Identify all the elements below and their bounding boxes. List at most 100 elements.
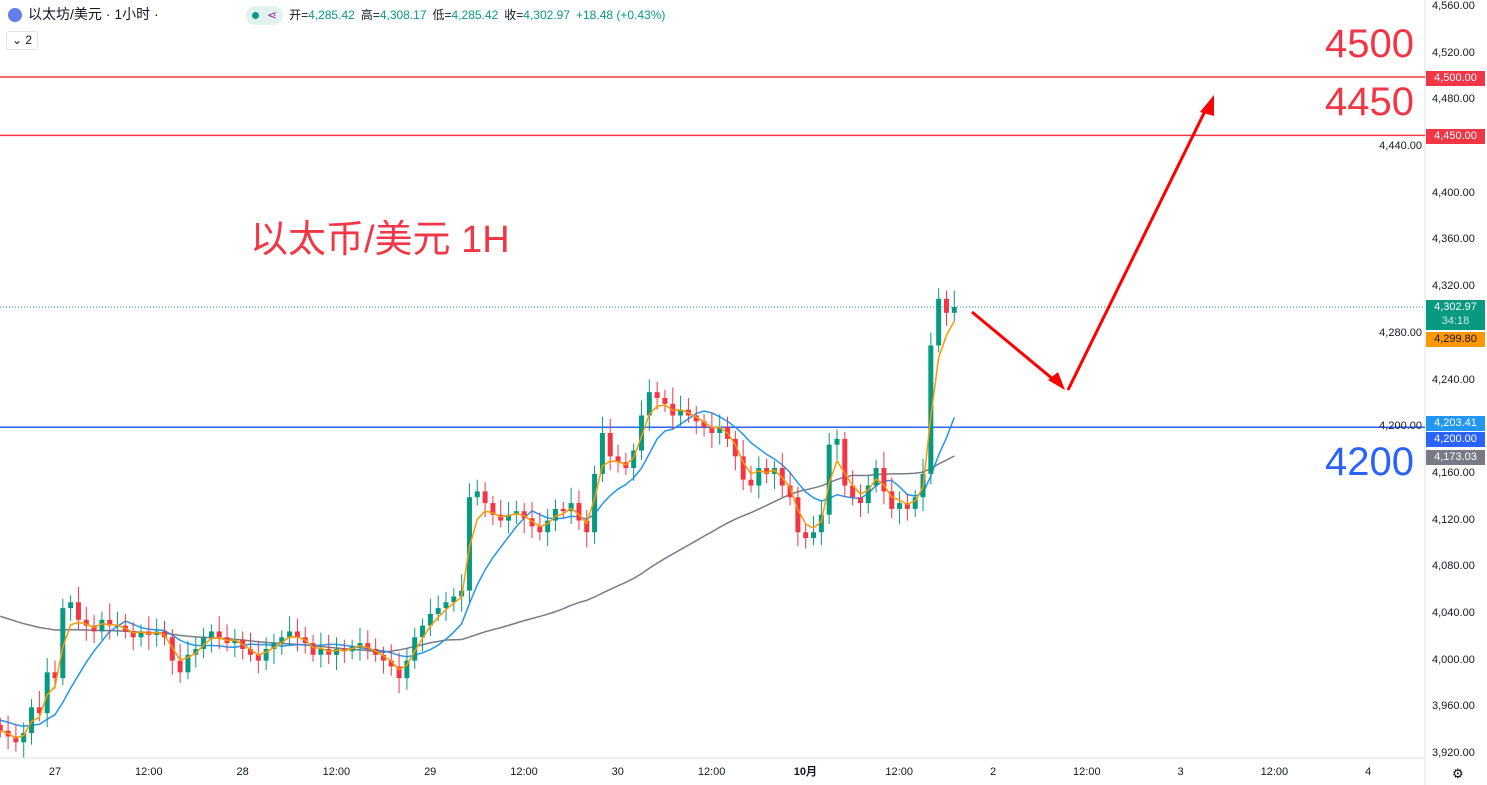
candle-body: [404, 660, 410, 679]
ethereum-icon: [8, 7, 22, 22]
x-tick-label: 4: [1365, 766, 1372, 778]
y-tick-label: 4,560.00: [1432, 0, 1475, 12]
symbol-header[interactable]: 以太坊/美元 · 1小时 ·: [8, 6, 159, 23]
candle-body: [897, 503, 903, 509]
candle-body: [717, 427, 723, 434]
y-tick-label: 4,480.00: [1432, 93, 1475, 106]
ma-slow-tag: 4,173.03: [1426, 450, 1485, 465]
tag-4200: 4,200.00: [1426, 432, 1485, 447]
bar-countdown: 34:18: [1441, 315, 1470, 327]
share-icon: ⋖: [267, 8, 278, 22]
x-tick-label: 10月: [793, 766, 818, 778]
candle-body: [99, 619, 105, 632]
candle-body: [779, 468, 785, 486]
candle-body: [506, 514, 512, 521]
ema-fast-tag: 4,299.80: [1426, 332, 1485, 347]
x-tick-label: 27: [48, 766, 62, 778]
candle-body: [294, 631, 300, 638]
candle-body: [451, 596, 457, 603]
candle-body: [701, 421, 707, 428]
candle-body: [904, 503, 910, 509]
candle-body: [68, 602, 74, 609]
candle-body: [357, 643, 363, 647]
candle-body: [498, 514, 504, 521]
candle-body: [310, 643, 316, 655]
label-4500[interactable]: 4500: [1325, 22, 1414, 66]
candle-body: [388, 660, 394, 667]
settings-gear-icon[interactable]: ⚙: [1452, 766, 1464, 781]
candle-body: [185, 654, 191, 673]
candle-body: [568, 503, 574, 512]
candle-body: [654, 392, 660, 399]
candle-body: [748, 479, 754, 486]
x-tick-label: 12:00: [322, 766, 351, 778]
x-tick-label: 3: [1177, 766, 1184, 778]
x-tick-label: 30: [611, 766, 624, 778]
candle-body: [834, 438, 840, 445]
y-tick-label: 4,520.00: [1432, 46, 1475, 59]
arrow-down-head: [1048, 372, 1065, 390]
chevron-down-icon: ⌄: [12, 33, 26, 47]
y-tick-label: 4,320.00: [1432, 280, 1475, 293]
last-price-tag: 4,302.97 34:18: [1426, 300, 1485, 330]
candle-body: [857, 497, 863, 504]
candle-body: [412, 637, 418, 661]
candle-body: [435, 608, 441, 614]
chart-title-annotation[interactable]: 以太币/美元 1H: [250, 219, 510, 261]
candle-body: [850, 485, 856, 498]
low-value: 4,285.42: [451, 8, 499, 22]
label-4200[interactable]: 4200: [1325, 440, 1414, 484]
candle-body: [803, 532, 809, 539]
symbol-title: 以太坊/美元 · 1小时 ·: [28, 6, 159, 22]
high-value: 4,308.17: [379, 8, 427, 22]
label-4450[interactable]: 4450: [1325, 80, 1414, 124]
candle-body: [709, 427, 715, 434]
candle-body: [193, 648, 199, 655]
candle-body: [208, 631, 214, 638]
candle-body: [865, 485, 871, 504]
candle-body: [787, 485, 793, 498]
tag-4500: 4,500.00: [1426, 71, 1485, 86]
y-tick-label: 4,280.00: [1379, 326, 1422, 339]
indicators-toggle[interactable]: ⌄ 2: [6, 31, 39, 50]
candle-body: [740, 456, 746, 480]
candle-body: [889, 491, 895, 509]
high-label: 高=: [360, 8, 380, 22]
candle-body: [662, 398, 668, 404]
candle-body: [576, 503, 582, 521]
candle-body: [764, 468, 770, 474]
candle-body: [826, 444, 832, 515]
candle-body: [255, 654, 261, 661]
x-tick-label: 12:00: [1260, 766, 1289, 778]
candle-body: [490, 503, 496, 515]
candle-body: [427, 613, 433, 626]
candle-body: [678, 409, 684, 416]
candle-body: [21, 732, 27, 743]
candle-body: [365, 643, 371, 649]
x-tick-label: 29: [424, 766, 437, 778]
candle-body: [60, 608, 66, 679]
candle-body: [0, 724, 3, 731]
y-tick-label: 3,920.00: [1432, 747, 1475, 759]
candle-body: [263, 648, 269, 661]
ma-mid-line: [0, 410, 956, 728]
candle-body: [529, 518, 535, 527]
candle-body: [216, 631, 222, 638]
market-status-pill[interactable]: ⋖: [246, 6, 284, 25]
tag-4450: 4,450.00: [1426, 129, 1485, 144]
y-tick-label: 4,120.00: [1432, 513, 1475, 526]
candle-body: [584, 520, 590, 533]
candle-body: [552, 508, 558, 521]
candle-body: [560, 508, 566, 512]
candle-body: [318, 648, 324, 655]
candle-body: [811, 532, 817, 539]
close-value: 4,302.97: [523, 8, 570, 22]
candle-body: [107, 619, 113, 626]
candle-body: [615, 456, 621, 463]
candle-body: [443, 602, 449, 609]
ema-fast-line: [0, 320, 955, 739]
candle-body: [693, 415, 699, 422]
candle-body: [248, 648, 253, 655]
y-tick-label: 4,240.00: [1432, 373, 1475, 386]
